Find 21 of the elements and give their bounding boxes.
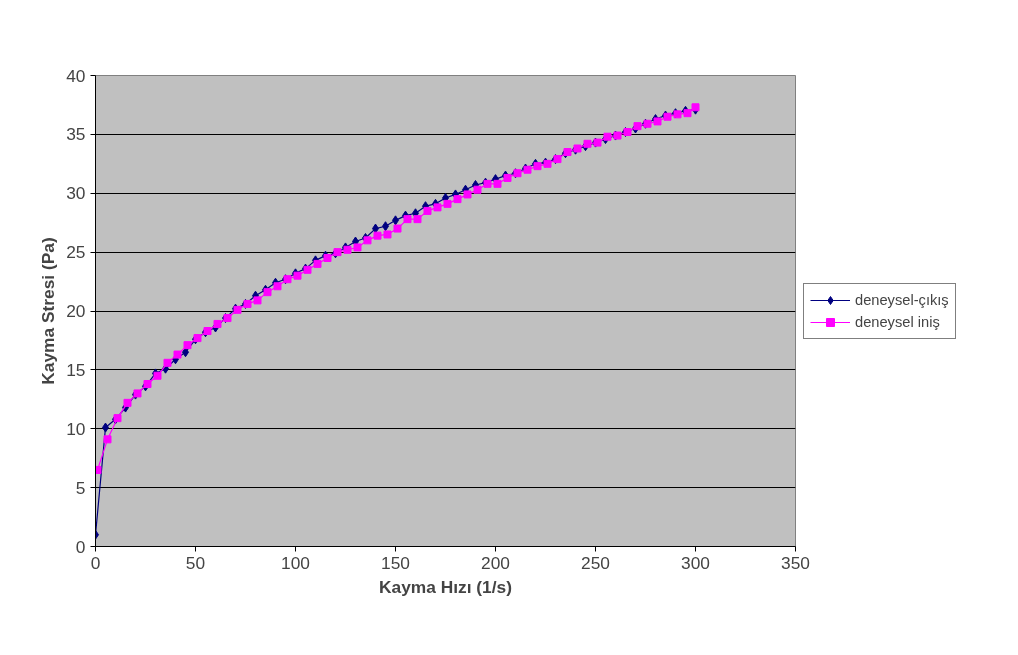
x-tick-label: 100 xyxy=(281,552,310,573)
y-axis-title: Kayma Stresi (Pa) xyxy=(38,237,59,385)
x-tick-label: 50 xyxy=(185,552,206,573)
y-tick-label: 10 xyxy=(66,418,86,439)
x-tick-label: 300 xyxy=(681,552,710,573)
x-tick-label: 200 xyxy=(481,552,510,573)
y-tick-label: 25 xyxy=(66,242,86,263)
x-tick-label: 150 xyxy=(381,552,410,573)
x-axis-title: Kayma Hızı (1/s) xyxy=(379,576,512,597)
y-tick-label: 30 xyxy=(66,183,86,204)
x-tick-label: 250 xyxy=(581,552,610,573)
legend-label: deneysel-çıkış xyxy=(855,291,949,308)
x-tick-label: 0 xyxy=(90,552,101,573)
y-tick-label: 20 xyxy=(66,301,86,321)
legend-label: deneysel iniş xyxy=(855,313,940,330)
y-tick-label: 40 xyxy=(66,65,86,86)
y-tick-label: 35 xyxy=(66,124,86,145)
x-tick-label: 350 xyxy=(781,552,810,573)
y-tick-label: 5 xyxy=(75,477,86,498)
y-tick-label: 0 xyxy=(75,536,86,557)
y-tick-label: 15 xyxy=(66,359,86,380)
